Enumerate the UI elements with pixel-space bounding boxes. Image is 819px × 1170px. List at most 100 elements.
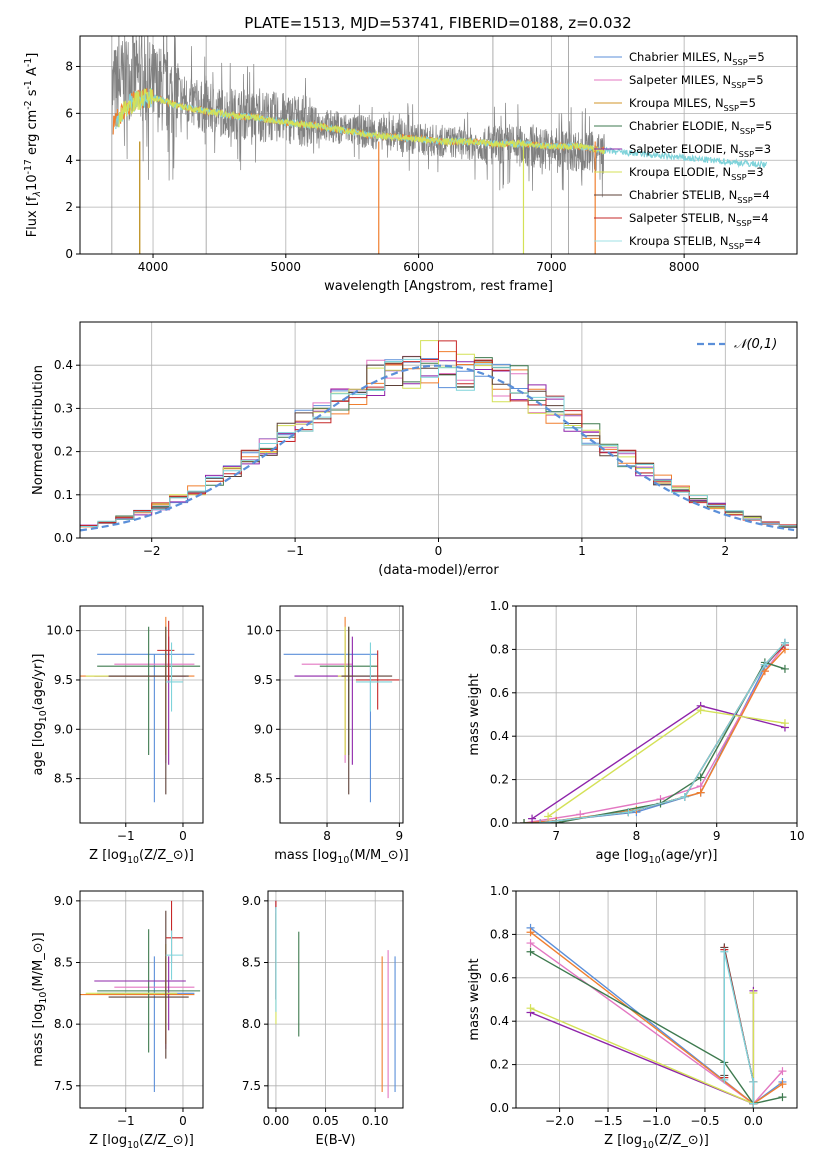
x-tick-label: 0.00: [263, 1114, 290, 1128]
y-tick-label: 9.0: [54, 722, 73, 736]
age-vs-mass-panel: 8 9 8.5 9.0 9.5 10.0 mass [log10(M/M_⊙)]: [246, 605, 409, 866]
x-axis-label: Z [log10(Z/Z_⊙)]: [89, 848, 194, 866]
weight-marker: [720, 947, 729, 956]
legend-entry: Salpeter MILES, NSSP=5: [629, 73, 764, 90]
x-tick-label: 9: [713, 829, 721, 843]
y-tick-label: 10.0: [46, 624, 73, 638]
y-tick-label: 8: [65, 59, 73, 73]
weight-series-line: [723, 951, 755, 1104]
weight-marker: [778, 1080, 787, 1089]
x-tick-label: 9: [396, 829, 404, 843]
x-tick-label: 5000: [271, 260, 302, 274]
weight-marker: [624, 808, 633, 817]
y-axis-label: mass weight: [467, 673, 482, 755]
errorbar-point: [165, 642, 183, 712]
x-tick-label: 10: [789, 829, 804, 843]
residual-histogram: [80, 358, 797, 527]
y-axis-label: age [log10(age/yr)]: [31, 654, 49, 776]
weight-marker: [696, 773, 705, 782]
spectrum-legend: Chabrier MILES, NSSP=5 Salpeter MILES, NS…: [594, 50, 772, 251]
y-tick-label: 0.2: [490, 1058, 509, 1072]
x-axis-label: Z [log10(Z/Z_⊙)]: [604, 1133, 709, 1151]
x-tick-label: −1: [117, 829, 135, 843]
weight-marker: [749, 1077, 758, 1086]
legend-entry: Kroupa MILES, NSSP=5: [629, 96, 756, 113]
y-tick-label: 0.0: [490, 1101, 509, 1115]
x-tick-label: −1.0: [642, 1114, 671, 1128]
x-tick-label: −0.5: [690, 1114, 719, 1128]
mass-weight-vs-age-panel: 7 8 9 10 0.0 0.2 0.4 0.6 0.8 1.0 age [log10(age/yr…: [467, 599, 805, 866]
y-tick-label: 7.5: [242, 1079, 261, 1093]
axes-frame: [515, 605, 798, 824]
weight-marker: [780, 719, 789, 728]
x-tick-label: 0: [435, 544, 443, 558]
weight-series-line: [547, 709, 786, 818]
y-tick-label: 0.8: [490, 642, 509, 656]
mass-vs-metallicity-panel: −1 0 7.5 8.0 8.5 9.0 Z [log10(Z/Z_⊙)] mass [log…: [31, 890, 204, 1151]
weight-marker: [720, 1075, 729, 1084]
legend-entry: Chabrier MILES, NSSP=5: [629, 50, 765, 67]
y-tick-label: 8.5: [54, 956, 73, 970]
x-tick-label: 8000: [669, 260, 700, 274]
plot-area: [526, 923, 787, 1108]
weight-marker: [544, 812, 553, 821]
errorbar-point: [80, 616, 195, 755]
y-tick-label: 8.0: [242, 1017, 261, 1031]
residuals-panel: −2 −1 0 1 2 0.0 0.1 0.2 0.3 0.4 (data-model)/error…: [31, 321, 798, 578]
y-tick-label: 8.0: [54, 1017, 73, 1031]
observed-spectrum: [111, 36, 605, 198]
axes-frame: [267, 890, 404, 1109]
errorbar-point: [80, 957, 195, 1044]
y-tick-label: 0.2: [490, 773, 509, 787]
y-axis-label: Normed distribution: [31, 365, 46, 495]
weight-marker: [526, 939, 535, 948]
y-tick-label: 1.0: [490, 884, 509, 898]
y-tick-label: 0.4: [490, 1014, 509, 1028]
plot-area: [520, 638, 789, 823]
y-tick-label: 0.4: [54, 358, 73, 372]
x-tick-label: 0.05: [312, 1114, 339, 1128]
axes-frame: [79, 605, 204, 824]
x-axis-label: E(B-V): [315, 1133, 355, 1148]
legend-entry: Salpeter STELIB, NSSP=4: [629, 211, 769, 228]
legend-entry: Kroupa ELODIE, NSSP=3: [629, 165, 764, 182]
weight-marker: [696, 788, 705, 797]
x-tick-label: 7: [552, 829, 560, 843]
y-tick-label: 4: [65, 153, 73, 167]
weight-marker: [780, 664, 789, 673]
weight-marker: [778, 1067, 787, 1076]
weight-series-line: [530, 993, 755, 1105]
axes-frame: [279, 605, 404, 824]
weight-series-line: [523, 642, 786, 823]
x-tick-label: 0: [179, 829, 187, 843]
y-tick-label: 1.0: [490, 599, 509, 613]
axes-frame: [79, 35, 798, 255]
weight-marker: [696, 706, 705, 715]
y-tick-label: 0.1: [54, 488, 73, 502]
x-tick-label: 2: [721, 544, 729, 558]
errorbar-point: [294, 636, 375, 765]
y-tick-label: 8.5: [254, 772, 273, 786]
plot-area: [275, 900, 396, 1099]
x-tick-label: 0.0: [744, 1114, 763, 1128]
y-tick-label: 0.3: [54, 401, 73, 415]
y-tick-label: 0: [65, 247, 73, 261]
y-tick-label: 9.0: [254, 722, 273, 736]
legend-entry: Chabrier ELODIE, NSSP=5: [629, 119, 772, 136]
y-tick-label: 8.5: [242, 956, 261, 970]
x-axis-label: wavelength [Angstrom, rest frame]: [324, 279, 553, 294]
y-tick-label: 9.5: [54, 673, 73, 687]
x-tick-label: 0: [179, 1114, 187, 1128]
legend-entry: Chabrier STELIB, NSSP=4: [629, 188, 770, 205]
y-tick-label: 2: [65, 200, 73, 214]
weight-marker: [780, 638, 789, 647]
weight-series-line: [524, 661, 786, 823]
errorbar-point: [165, 930, 183, 980]
y-tick-label: 0.4: [490, 729, 509, 743]
errorbar-point: [165, 900, 183, 963]
weight-marker: [778, 1093, 787, 1102]
spectrum-panel: 4000 5000 6000 7000 8000 0 2 4 6 8 wavelength [Ang…: [23, 35, 798, 294]
plot-area: [111, 36, 768, 254]
weight-marker: [528, 814, 537, 823]
